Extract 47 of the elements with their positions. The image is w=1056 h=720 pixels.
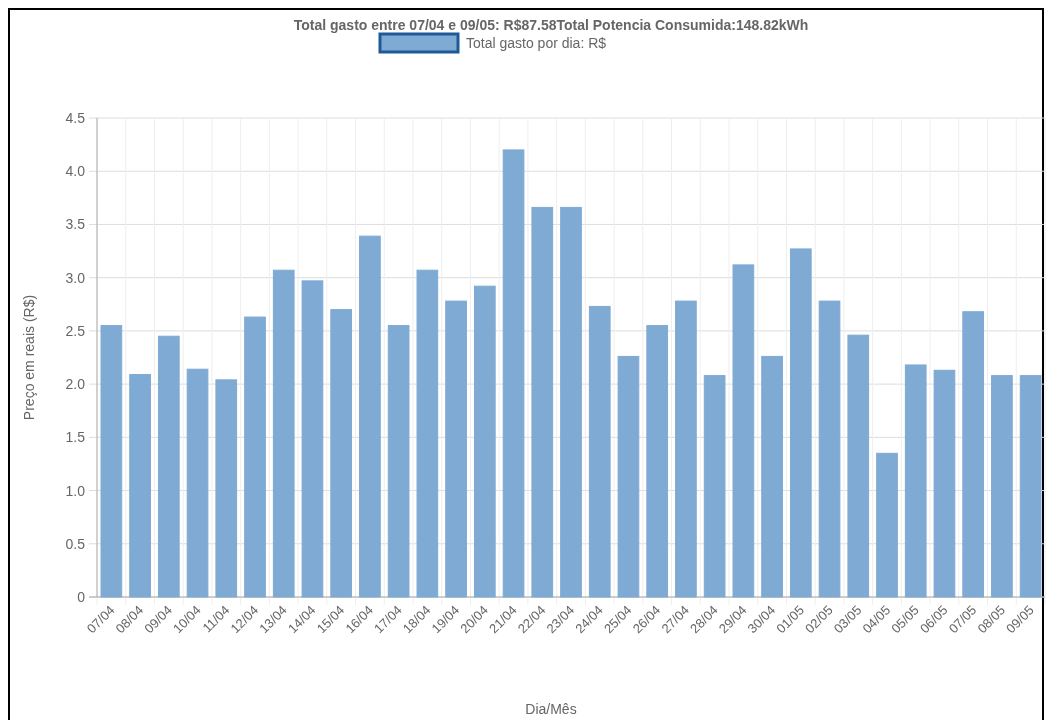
x-axis-title: Dia/Mês: [525, 701, 577, 717]
bar: [789, 248, 812, 598]
bar: [818, 300, 841, 598]
y-tick-label: 0.5: [65, 535, 86, 552]
y-tick-label: 4.5: [65, 110, 86, 126]
text: Total gasto por dia: R$: [466, 35, 607, 51]
bar: [244, 316, 266, 598]
bar: [100, 325, 123, 598]
bar: [1019, 375, 1042, 598]
bar: [129, 374, 151, 598]
y-axis-title: Preço em reais (R$): [21, 294, 37, 421]
bar: [502, 149, 525, 598]
bar: [646, 325, 669, 598]
bar: [732, 264, 755, 598]
y-tick-label: 4.0: [65, 163, 86, 180]
bar: [904, 364, 927, 598]
bar: [416, 269, 439, 598]
y-tick-label: 1.0: [65, 482, 86, 499]
y-tick-label: 1.5: [65, 429, 86, 446]
bar: [330, 309, 353, 598]
y-tick-label: 0: [77, 589, 86, 605]
bar: [617, 355, 640, 598]
bar: [387, 325, 410, 598]
y-tick-label: 3.5: [65, 216, 86, 233]
bar: [157, 335, 180, 598]
y-tick-label: 3.0: [65, 269, 86, 286]
bar: [473, 285, 496, 598]
y-tick-label: 2.5: [65, 322, 86, 339]
bar: [703, 375, 726, 598]
bar: [588, 305, 611, 598]
bar: [991, 375, 1013, 598]
chart-title: Total gasto entre 07/04 e 09/05: R$87.58Total Potencia Consumida:148.82kWh: [293, 17, 809, 33]
bar: [445, 300, 467, 598]
bar: [301, 280, 324, 598]
bar: [962, 311, 985, 598]
bar: [531, 206, 554, 598]
bar: [215, 379, 238, 598]
bar: [933, 369, 956, 598]
bar: [675, 300, 697, 598]
bar: [876, 452, 898, 598]
bar: [560, 206, 582, 598]
bar: [272, 269, 295, 598]
y-tick-label: 2.0: [65, 376, 86, 393]
bar: [847, 334, 870, 598]
bar: [186, 368, 209, 598]
bar: [359, 235, 381, 598]
bar: [761, 355, 783, 598]
